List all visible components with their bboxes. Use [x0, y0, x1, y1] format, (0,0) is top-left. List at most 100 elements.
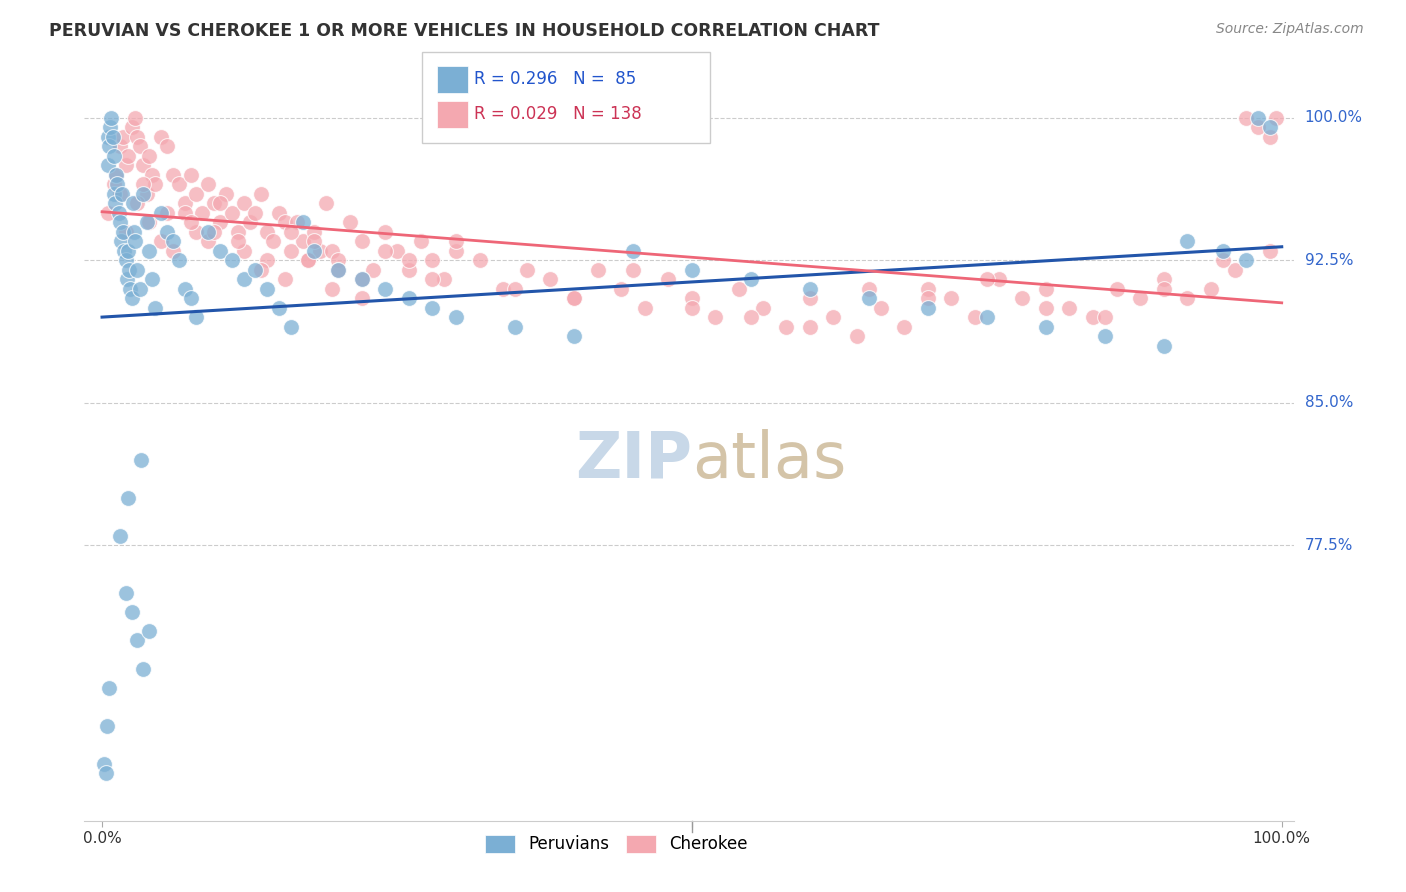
Point: [728, 282, 751, 296]
Point: [167, 177, 190, 191]
Point: [98, 139, 121, 153]
Point: [180, 168, 202, 182]
Point: [503, 282, 526, 296]
Point: [121, 291, 143, 305]
Point: [226, 234, 249, 248]
Point: [799, 282, 821, 296]
Point: [245, 205, 267, 219]
Point: [180, 291, 202, 305]
Point: [280, 225, 302, 239]
Point: [1212, 244, 1234, 258]
Point: [869, 301, 891, 315]
Point: [610, 282, 633, 296]
Point: [1247, 111, 1270, 125]
Point: [114, 225, 136, 239]
Point: [245, 262, 267, 277]
Point: [634, 301, 657, 315]
Point: [143, 177, 166, 191]
Point: [339, 215, 361, 229]
Point: [156, 139, 179, 153]
Legend: Peruvians, Cherokee: Peruvians, Cherokee: [478, 828, 755, 860]
Point: [621, 262, 644, 277]
Point: [117, 149, 139, 163]
Point: [121, 120, 143, 135]
Point: [799, 319, 821, 334]
Point: [135, 186, 157, 201]
Point: [173, 282, 195, 296]
Point: [1234, 111, 1257, 125]
Point: [1234, 253, 1257, 268]
Point: [108, 529, 131, 543]
Point: [138, 215, 160, 229]
Point: [799, 291, 821, 305]
Point: [197, 234, 219, 248]
Point: [105, 177, 128, 191]
Point: [976, 272, 998, 286]
Point: [135, 215, 157, 229]
Point: [202, 225, 225, 239]
Point: [291, 234, 314, 248]
Point: [740, 310, 762, 325]
Point: [114, 253, 136, 268]
Point: [562, 291, 585, 305]
Point: [917, 301, 939, 315]
Point: [1258, 129, 1281, 144]
Point: [398, 253, 420, 268]
Point: [1035, 282, 1057, 296]
Point: [104, 196, 127, 211]
Point: [226, 225, 249, 239]
Point: [103, 186, 125, 201]
Point: [150, 205, 173, 219]
Point: [120, 282, 142, 296]
Point: [315, 196, 337, 211]
Point: [162, 168, 184, 182]
Point: [740, 272, 762, 286]
Point: [681, 301, 703, 315]
Point: [326, 262, 349, 277]
Point: [112, 129, 135, 144]
Point: [321, 282, 343, 296]
Point: [846, 329, 869, 343]
Point: [963, 310, 986, 325]
Point: [1094, 310, 1116, 325]
Point: [267, 205, 290, 219]
Text: Source: ZipAtlas.com: Source: ZipAtlas.com: [1216, 22, 1364, 37]
Point: [162, 234, 184, 248]
Point: [309, 244, 332, 258]
Point: [111, 186, 134, 201]
Point: [156, 205, 179, 219]
Point: [280, 319, 302, 334]
Text: 77.5%: 77.5%: [1305, 538, 1353, 553]
Point: [94, 766, 117, 780]
Point: [304, 244, 326, 258]
Point: [186, 225, 208, 239]
Point: [858, 282, 880, 296]
Point: [1175, 291, 1198, 305]
Point: [127, 129, 149, 144]
Point: [180, 215, 202, 229]
Point: [274, 272, 297, 286]
Point: [117, 491, 139, 505]
Point: [186, 186, 208, 201]
Point: [1212, 253, 1234, 268]
Point: [374, 244, 396, 258]
Point: [775, 319, 797, 334]
Point: [516, 262, 538, 277]
Point: [274, 215, 297, 229]
Point: [562, 291, 585, 305]
Point: [1258, 120, 1281, 135]
Point: [197, 225, 219, 239]
Point: [917, 282, 939, 296]
Point: [208, 196, 231, 211]
Point: [114, 244, 136, 258]
Text: 85.0%: 85.0%: [1305, 395, 1353, 410]
Point: [191, 205, 214, 219]
Point: [363, 262, 385, 277]
Point: [444, 244, 467, 258]
Point: [291, 215, 314, 229]
Point: [1081, 310, 1104, 325]
Point: [1247, 120, 1270, 135]
Point: [1129, 291, 1152, 305]
Point: [97, 158, 120, 172]
Point: [93, 756, 115, 771]
